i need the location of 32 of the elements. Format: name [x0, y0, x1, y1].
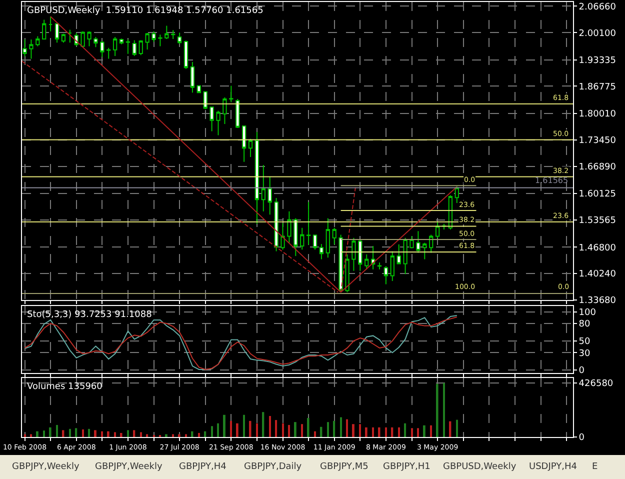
- y-tick-label: 2.06660: [578, 2, 616, 12]
- y-tick-label: 1.60125: [578, 190, 616, 200]
- y-tick-label: 1.93335: [578, 56, 616, 66]
- y-tick-label: 50: [578, 337, 591, 348]
- text: Volumes 135960: [27, 382, 103, 392]
- y-tick-label: 30: [578, 348, 591, 359]
- text: GBPJPY,M5: [320, 462, 368, 472]
- text: E: [592, 462, 598, 472]
- text: GBPJPY,H1: [383, 462, 430, 472]
- y-tick-label: 2.00100: [578, 28, 616, 39]
- text: GBPJPY,Weekly: [95, 462, 163, 472]
- y-tick-label: 1.73450: [578, 136, 616, 146]
- y-tick-label: 1.40240: [578, 270, 616, 280]
- y-tick-label: 0: [578, 433, 585, 444]
- y-tick-label: 1.53565: [578, 216, 616, 226]
- y-tick-label: 1.46800: [578, 243, 616, 254]
- ref-line-label: 1.61565: [535, 176, 568, 185]
- text: GBPUSD,Weekly 1.59110 1.61948 1.57760 1.61565: [27, 6, 264, 16]
- chart-title: Sto(5,3,3) 93.7253 91.1088: [27, 310, 152, 320]
- y-tick-label: 1.66890: [578, 162, 616, 172]
- y-tick-label: 0: [578, 366, 585, 376]
- text: GBPUSD,Weekly: [443, 462, 517, 472]
- text: GBPJPY,H4: [179, 462, 227, 472]
- y-tick-label: 80: [578, 320, 591, 330]
- text: GBPJPY,Daily: [244, 462, 302, 472]
- text: USDJPY,H4: [529, 462, 578, 472]
- y-tick-label: 426580: [578, 379, 614, 390]
- y-tick-label: 1.33680: [578, 296, 616, 306]
- text: GBPJPY,Weekly: [12, 462, 80, 472]
- y-tick-label: 100: [578, 308, 596, 318]
- y-tick-label: 1.80010: [578, 110, 616, 120]
- y-tick-label: 1.86775: [578, 82, 616, 92]
